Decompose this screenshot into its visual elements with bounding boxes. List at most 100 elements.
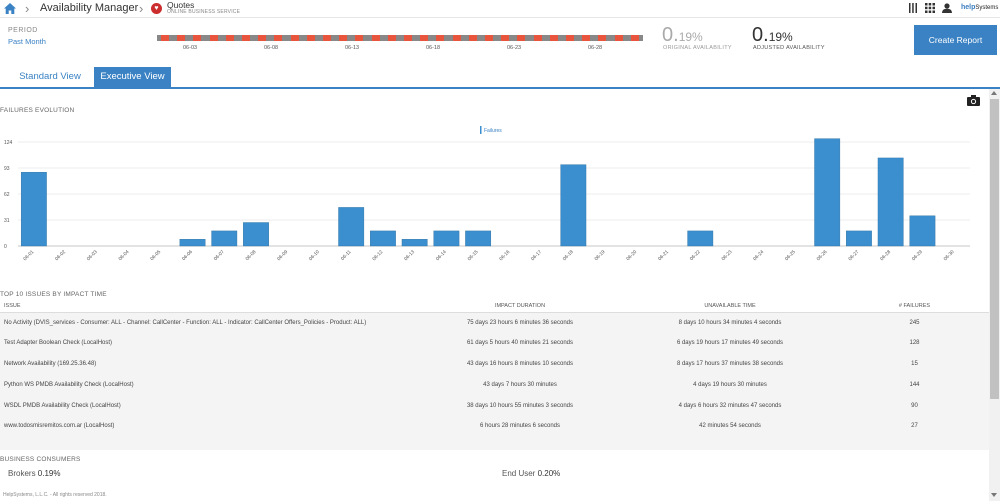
period-timeline[interactable] <box>157 35 643 41</box>
unavailable-time-cell: 8 days 10 hours 34 minutes 4 seconds <box>678 319 782 326</box>
timeline-day-segment <box>258 35 267 41</box>
timeline-tick-label: 06-03 <box>183 45 198 51</box>
period-label: PERIOD <box>8 27 38 34</box>
user-icon[interactable] <box>942 3 952 13</box>
top10-title: TOP 10 ISSUES BY IMPACT TIME <box>0 291 107 298</box>
timeline-day-segment <box>468 35 477 41</box>
x-tick-label: 06-04 <box>118 249 131 262</box>
scrollbar-thumb[interactable] <box>990 99 999 399</box>
table-row[interactable]: Network Availability (169.25.36.48) 43 d… <box>0 354 989 375</box>
timeline-tick-label: 06-08 <box>264 45 279 51</box>
column-header-unavailable-time[interactable]: UNAVAILABLE TIME <box>620 300 840 313</box>
bar-06-14 <box>433 230 460 247</box>
legend-label: Failures <box>484 128 502 134</box>
timeline-day-segment <box>452 35 461 41</box>
adjusted-availability-label: ADJUSTED AVAILABILITY <box>753 45 825 51</box>
bar-06-08 <box>243 222 269 247</box>
service-type: ONLINE BUSINESS SERVICE <box>167 9 241 15</box>
failures-cell: 90 <box>911 402 918 409</box>
x-tick-label: 06-17 <box>530 249 543 262</box>
chevron-right-icon: › <box>139 1 144 16</box>
chart-title: FAILURES EVOLUTION <box>0 107 75 114</box>
timeline-day-segment <box>339 35 348 41</box>
table-row[interactable]: Test Adapter Boolean Check (LocalHost) 6… <box>0 333 989 354</box>
x-tick-label: 06-16 <box>498 249 511 262</box>
x-tick-label: 06-26 <box>816 249 829 262</box>
top10-table: ISSUE IMPACT DURATION UNAVAILABLE TIME #… <box>0 300 989 437</box>
x-tick-label: 06-21 <box>657 249 670 262</box>
timeline-day-segment <box>193 35 202 41</box>
timeline-day-segment <box>177 35 186 41</box>
top-bar: › Availability Manager › ♥ Quotes ONLINE… <box>0 0 1000 18</box>
x-tick-label: 06-06 <box>181 249 194 262</box>
tab-executive-view[interactable]: Executive View <box>94 67 171 87</box>
timeline-day-segment <box>485 35 493 41</box>
scroll-up-arrow-icon[interactable] <box>991 91 997 95</box>
timeline-day-segment <box>161 35 169 41</box>
timeline-day-segment <box>290 35 299 41</box>
timeline-tick-label: 06-13 <box>345 45 360 51</box>
period-selector[interactable]: Past Month <box>8 37 46 46</box>
x-tick-label: 06-02 <box>54 249 67 262</box>
x-tick-label: 06-29 <box>911 249 924 262</box>
timeline-day-segment <box>501 35 510 41</box>
x-tick-label: 06-22 <box>689 249 702 262</box>
unavailable-time-cell: 4 days 19 hours 30 minutes <box>693 381 767 388</box>
timeline-tick-label: 06-23 <box>507 45 522 51</box>
column-header-failures[interactable]: # FAILURES <box>840 300 989 313</box>
column-header-issue[interactable]: ISSUE <box>0 300 420 313</box>
column-header-impact-duration[interactable]: IMPACT DURATION <box>420 300 620 313</box>
y-tick-label: 31 <box>4 218 10 224</box>
original-availability-label: ORIGINAL AVAILABILITY <box>663 45 732 51</box>
failures-cell: 144 <box>909 381 920 388</box>
failures-cell: 245 <box>909 319 920 326</box>
x-tick-label: 06-30 <box>943 249 956 262</box>
business-consumers-title: BUSINESS CONSUMERS <box>0 456 81 463</box>
table-row[interactable]: Python WS PMDB Availability Check (Local… <box>0 374 989 395</box>
bar-06-26 <box>814 138 841 247</box>
home-icon[interactable] <box>3 2 17 15</box>
x-tick-label: 06-08 <box>244 249 257 262</box>
camera-icon[interactable] <box>967 95 980 106</box>
issue-cell: WSDL PMDB Availability Check (LocalHost) <box>4 402 121 409</box>
x-tick-label: 06-20 <box>625 249 638 262</box>
impact-duration-cell: 38 days 10 hours 55 minutes 3 seconds <box>466 402 574 409</box>
timeline-tick-label: 06-18 <box>426 45 441 51</box>
columns-icon[interactable] <box>908 3 918 13</box>
unavailable-time-cell: 6 days 19 hours 17 minutes 49 seconds <box>676 340 784 347</box>
chevron-right-icon: › <box>25 1 30 16</box>
table-row[interactable]: WSDL PMDB Availability Check (LocalHost)… <box>0 395 989 416</box>
x-tick-label: 06-13 <box>403 249 416 262</box>
table-row[interactable]: www.todosmisremitos.com.ar (LocalHost) 6… <box>0 416 989 437</box>
scroll-down-arrow-icon[interactable] <box>991 493 997 497</box>
bar-06-07 <box>211 230 238 247</box>
consumer-end-user: End User 0.20% <box>502 469 561 478</box>
x-tick-label: 06-18 <box>562 249 575 262</box>
impact-duration-cell: 75 days 23 hours 6 minutes 36 seconds <box>466 319 574 326</box>
x-tick-label: 06-14 <box>435 249 448 262</box>
timeline-day-segment <box>274 35 283 41</box>
timeline-day-segment <box>517 35 526 41</box>
legend-swatch <box>480 126 482 134</box>
timeline-day-segment <box>533 35 542 41</box>
timeline-day-segment <box>306 35 315 41</box>
table-row[interactable]: No Activity (DVIS_services - Consumer: A… <box>0 312 989 333</box>
bar-06-18 <box>560 164 587 247</box>
app-title[interactable]: Availability Manager <box>40 2 139 14</box>
timeline-day-segment <box>630 35 639 41</box>
bar-06-13 <box>401 239 428 247</box>
x-tick-label: 06-03 <box>86 249 99 262</box>
tab-standard-view[interactable]: Standard View <box>19 71 81 82</box>
issue-cell: Test Adapter Boolean Check (LocalHost) <box>4 340 113 347</box>
timeline-day-segment <box>355 35 364 41</box>
bar-06-28 <box>877 157 904 247</box>
bar-06-11 <box>338 207 365 247</box>
x-tick-label: 06-19 <box>594 249 607 262</box>
create-report-button[interactable]: Create Report <box>914 25 997 55</box>
timeline-day-segment <box>209 35 218 41</box>
heart-icon: ♥ <box>151 3 162 14</box>
y-tick-label: 0 <box>4 244 7 250</box>
grid-icon[interactable] <box>925 3 935 13</box>
unavailable-time-cell: 42 minutes 54 seconds <box>699 423 761 430</box>
impact-duration-cell: 43 days 7 hours 30 minutes <box>483 381 557 388</box>
